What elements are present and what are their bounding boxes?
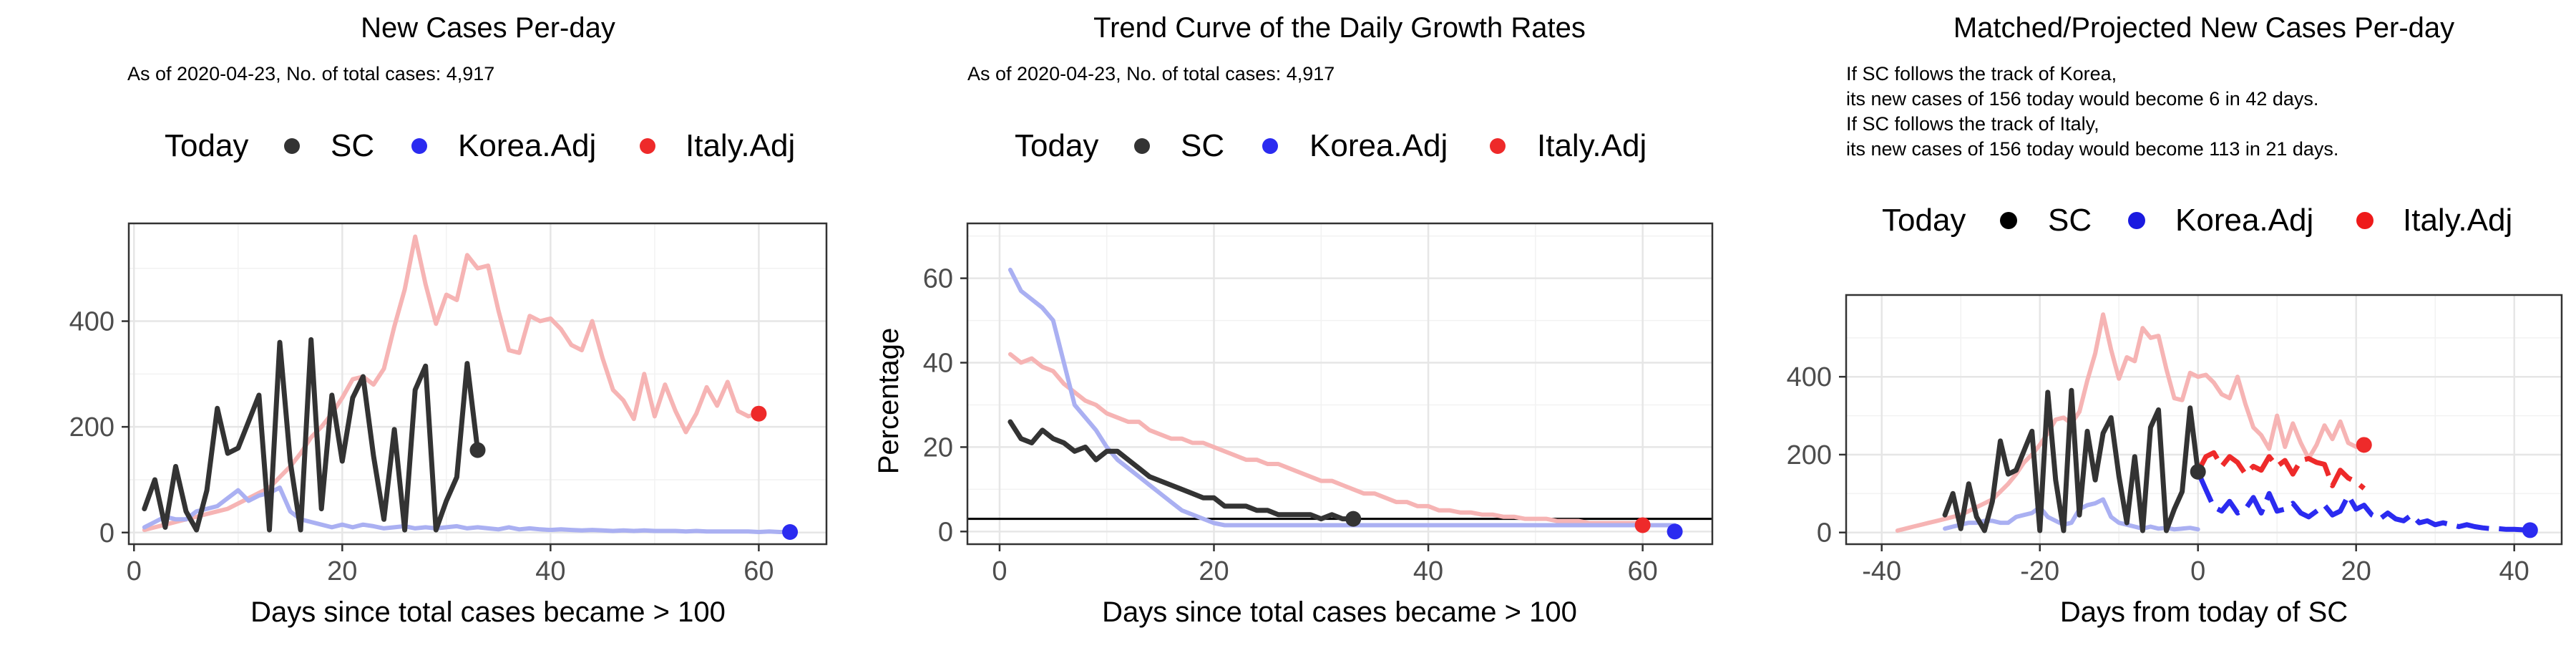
- y-tick-label: 400: [69, 307, 114, 337]
- today-point-italy-adj: [751, 405, 767, 422]
- legend-key-korea: [411, 138, 427, 154]
- panel-border: [966, 222, 1714, 546]
- legend-key-korea: [2128, 212, 2145, 229]
- legend-label-sc: SC: [2048, 203, 2092, 238]
- legend-title: Today: [165, 128, 248, 163]
- legend-key-italy: [2356, 212, 2373, 229]
- legend: Today SC Korea.Adj Italy.Adj: [1015, 128, 1646, 163]
- x-tick-label: 60: [743, 556, 774, 586]
- x-axis-label: Days since total cases became > 100: [250, 596, 726, 628]
- series-line-korea-adj-faded: [1008, 267, 1677, 528]
- series-line-korea-adj-projected: [2195, 470, 2530, 533]
- y-tick-label: 40: [923, 349, 953, 379]
- today-point-sc: [469, 442, 486, 458]
- series-line-italy-adj-faded: [1008, 352, 1645, 526]
- subtitle-line-1: If SC follows the track of Korea,: [1846, 63, 2117, 84]
- x-tick-label: 40: [2499, 556, 2529, 586]
- plot-area: 0 20 40 60 0 20 40 60: [923, 222, 1714, 586]
- chart-title: Trend Curve of the Daily Growth Rates: [1093, 12, 1586, 44]
- panel-border: [1845, 294, 2563, 546]
- x-tick-label: 20: [327, 556, 357, 586]
- series-line-italy-adj-projected: [2195, 450, 2366, 490]
- legend-key-sc: [284, 138, 300, 154]
- chart-title: New Cases Per-day: [361, 12, 615, 44]
- legend-title: Today: [1015, 128, 1098, 163]
- today-point-korea-adj: [1667, 523, 1683, 540]
- y-tick-label: 20: [923, 432, 953, 463]
- series-line-sc-solid: [1942, 387, 2201, 533]
- x-tick-label: 40: [1413, 556, 1443, 586]
- y-tick-label: 200: [1787, 440, 1832, 470]
- y-tick-label: 0: [938, 517, 953, 547]
- subtitle-line-4: its new cases of 156 today would become …: [1846, 138, 2338, 160]
- legend-label-korea: Korea.Adj: [2175, 203, 2313, 238]
- chart-subtitle: As of 2020-04-23, No. of total cases: 4,…: [967, 63, 1335, 84]
- chart-panel-2: Trend Curve of the Daily Growth Rates As…: [873, 12, 1714, 628]
- legend-key-sc: [1134, 138, 1150, 154]
- today-point-sc: [2190, 463, 2206, 480]
- x-tick-label: 0: [2190, 556, 2205, 586]
- today-point-italy-adj: [2356, 437, 2372, 453]
- x-tick-label: 0: [127, 556, 142, 586]
- x-tick-label: 20: [2341, 556, 2371, 586]
- x-tick-label: 0: [992, 556, 1007, 586]
- today-point-korea-adj: [782, 524, 799, 541]
- y-tick-label: 0: [99, 518, 114, 548]
- x-tick-label: 40: [535, 556, 565, 586]
- chart-panel-1: New Cases Per-day As of 2020-04-23, No. …: [69, 12, 828, 628]
- x-tick-label: -20: [2020, 556, 2059, 586]
- legend-title: Today: [1882, 203, 1966, 238]
- y-tick-label: 200: [69, 412, 114, 443]
- series-line-sc-solid: [1008, 419, 1356, 522]
- x-tick-label: -40: [1862, 556, 1901, 586]
- legend-label-korea: Korea.Adj: [458, 128, 596, 163]
- chart-panel-3: Matched/Projected New Cases Per-day If S…: [1787, 12, 2563, 628]
- y-tick-label: 400: [1787, 362, 1832, 392]
- legend-label-italy: Italy.Adj: [2403, 203, 2512, 238]
- chart-subtitle: As of 2020-04-23, No. of total cases: 4,…: [127, 63, 494, 84]
- legend-label-sc: SC: [331, 128, 374, 163]
- y-tick-label: 0: [1817, 518, 1832, 548]
- series-line-korea-adj-faded: [142, 485, 793, 534]
- series-line-sc-solid: [142, 337, 480, 533]
- legend-key-italy: [1490, 138, 1506, 154]
- x-axis-label: Days since total cases became > 100: [1102, 596, 1577, 628]
- today-point-sc: [1345, 511, 1362, 527]
- today-point-korea-adj: [2522, 522, 2538, 538]
- chart-title: Matched/Projected New Cases Per-day: [1953, 12, 2454, 44]
- legend-label-sc: SC: [1181, 128, 1224, 163]
- legend: Today SC Korea.Adj Italy.Adj: [1882, 203, 2512, 238]
- x-tick-label: 20: [1199, 556, 1229, 586]
- legend-label-italy: Italy.Adj: [686, 128, 795, 163]
- subtitle-line-3: If SC follows the track of Italy,: [1846, 113, 2099, 135]
- legend-key-korea: [1262, 138, 1278, 154]
- subtitle-line-2: its new cases of 156 today would become …: [1846, 88, 2318, 110]
- legend-label-korea: Korea.Adj: [1309, 128, 1448, 163]
- today-point-italy-adj: [1634, 517, 1651, 533]
- legend-key-italy: [640, 138, 655, 154]
- y-tick-label: 60: [923, 264, 953, 294]
- y-axis-label: Percentage: [873, 328, 904, 475]
- legend: Today SC Korea.Adj Italy.Adj: [165, 128, 795, 163]
- legend-label-italy: Italy.Adj: [1537, 128, 1646, 163]
- x-tick-label: 60: [1627, 556, 1657, 586]
- x-axis-label: Days from today of SC: [2060, 596, 2348, 628]
- legend-key-sc: [2000, 212, 2017, 229]
- plot-area: 0 20 40 60 0 200 400: [69, 222, 828, 586]
- panel-border: [127, 222, 828, 546]
